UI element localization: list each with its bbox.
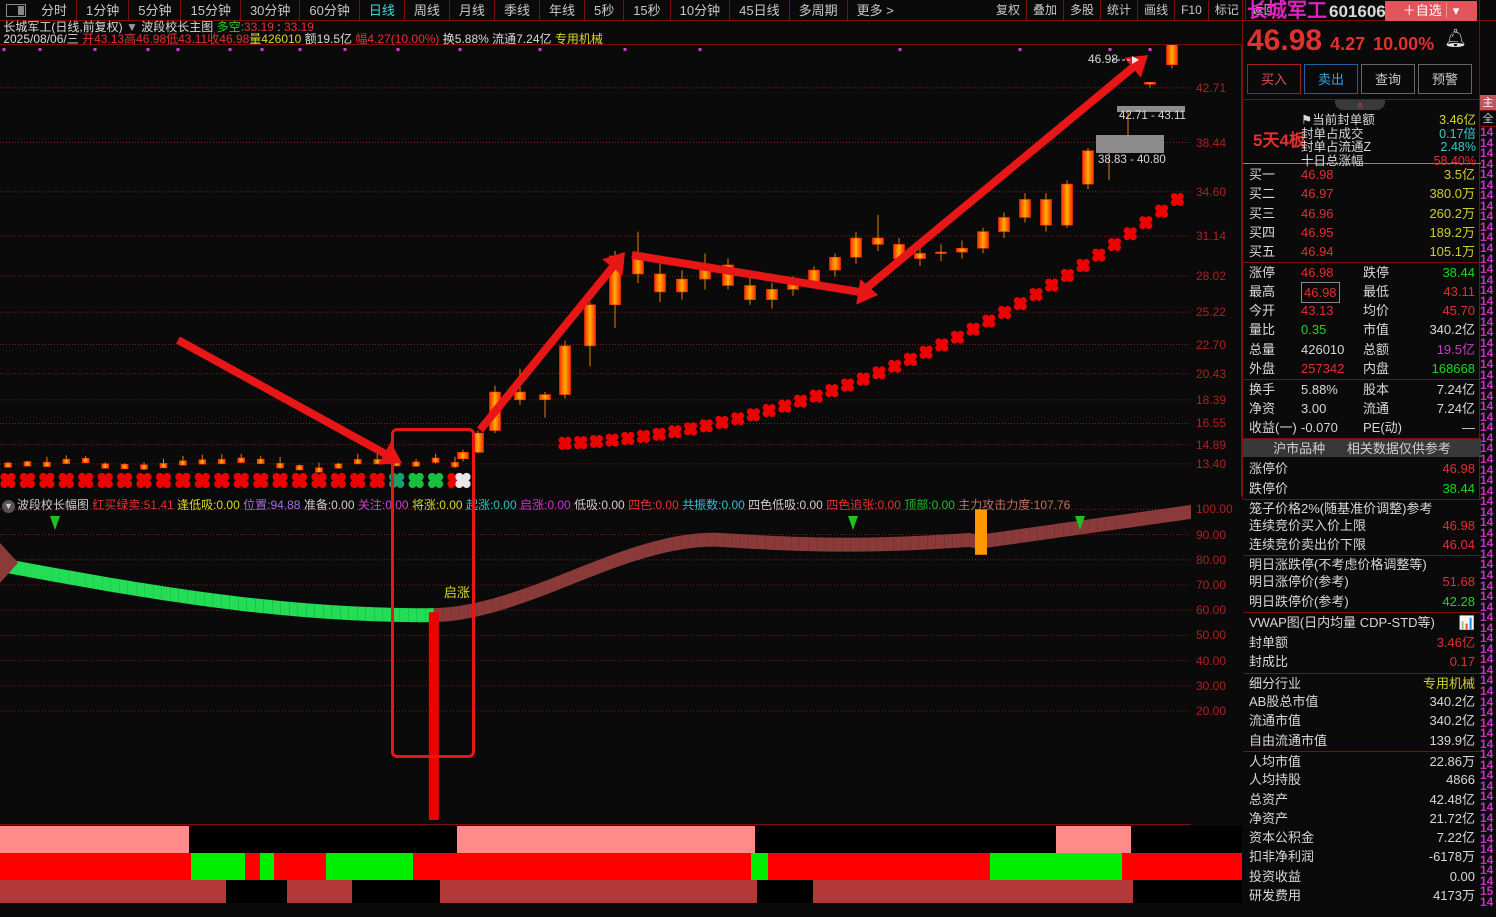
svg-text:38.83 - 40.80: 38.83 - 40.80 — [1098, 154, 1166, 166]
svg-text:42.71 - 43.11: 42.71 - 43.11 — [1119, 110, 1186, 122]
svg-text:46.98: 46.98 — [1088, 52, 1118, 66]
